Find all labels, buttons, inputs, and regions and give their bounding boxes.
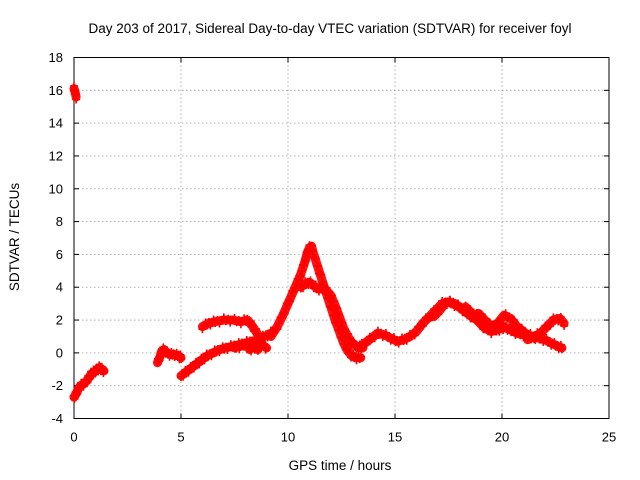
data-point [556, 340, 565, 349]
y-tick-label: 18 [49, 50, 63, 65]
data-point [461, 301, 470, 310]
data-point [469, 310, 478, 319]
data-point [254, 329, 262, 338]
data-point [466, 305, 475, 314]
data-point [297, 266, 306, 275]
data-point [560, 321, 569, 330]
y-tick-label: 0 [56, 345, 63, 360]
data-point [327, 291, 336, 300]
data-point [410, 331, 419, 340]
axis-ticks: 0 5 10 15 20 25 -4 -2 0 2 4 6 8 10 12 14 16 18 [49, 50, 617, 445]
x-tick-label: 20 [495, 430, 509, 445]
data-point [517, 329, 526, 338]
data-point [177, 355, 185, 364]
data-point [509, 315, 518, 324]
data-point [278, 314, 287, 323]
data-point [274, 319, 283, 328]
y-tick-label: -2 [51, 378, 63, 393]
data-point [477, 319, 486, 328]
y-tick-label: 8 [56, 214, 63, 229]
y-axis-label: SDTVAR / TECUs [7, 183, 22, 292]
data-point [546, 321, 555, 330]
y-tick-label: 14 [49, 116, 63, 131]
x-tick-label: 10 [281, 430, 295, 445]
x-tick-label: 25 [602, 430, 616, 445]
data-point [251, 324, 260, 333]
data-point [418, 321, 427, 330]
data-point [505, 312, 513, 321]
y-tick-label: 6 [56, 247, 63, 262]
data-point [335, 311, 344, 320]
data-point [330, 297, 338, 306]
data-point [300, 261, 309, 270]
x-axis-label: GPS time / hours [289, 458, 392, 473]
data-point [474, 315, 483, 324]
series-segment [523, 313, 569, 345]
y-tick-label: 12 [49, 148, 63, 163]
series-segment [153, 343, 186, 368]
data-point [296, 272, 305, 281]
x-tick-label: 5 [177, 430, 184, 445]
data-point [343, 329, 352, 338]
data-point [247, 347, 256, 356]
data-point [557, 345, 566, 354]
x-tick-label: 15 [388, 430, 402, 445]
data-point [354, 346, 363, 355]
data-point [530, 335, 539, 344]
series-segment [197, 313, 265, 344]
data-point [261, 345, 270, 354]
data-point [262, 343, 271, 352]
data-point [370, 334, 379, 343]
data-point [72, 95, 81, 104]
data-points [69, 82, 569, 403]
data-point [280, 309, 289, 318]
y-tick-label: 2 [56, 313, 63, 328]
data-point [333, 304, 342, 313]
data-point [271, 323, 280, 332]
data-point [559, 316, 567, 325]
plot-frame [73, 57, 610, 419]
y-tick-label: -4 [51, 411, 63, 426]
data-point [246, 317, 255, 326]
data-point [477, 310, 486, 319]
series-segment [69, 82, 81, 104]
data-point [311, 254, 320, 263]
data-point [230, 313, 239, 322]
y-tick-label: 4 [56, 280, 63, 295]
data-point [317, 270, 326, 279]
x-tick-label: 0 [70, 430, 77, 445]
data-point [538, 330, 547, 339]
chart-title: Day 203 of 2017, Sidereal Day-to-day VTE… [89, 21, 572, 36]
data-point [338, 318, 347, 327]
data-point [314, 262, 322, 271]
data-point [476, 320, 485, 329]
data-point [234, 316, 243, 324]
series-segment [461, 301, 528, 342]
series-segment [245, 338, 272, 356]
y-tick-label: 10 [49, 181, 63, 196]
series-segment [266, 241, 366, 365]
y-tick-label: 16 [49, 83, 63, 98]
data-point [434, 310, 443, 319]
data-point [464, 306, 473, 315]
data-point [273, 325, 282, 334]
data-point [286, 297, 295, 306]
data-point [340, 325, 349, 333]
data-point [362, 340, 371, 349]
data-point [295, 271, 304, 280]
data-point [100, 366, 108, 375]
data-point [356, 352, 365, 361]
series-segment [69, 361, 109, 403]
